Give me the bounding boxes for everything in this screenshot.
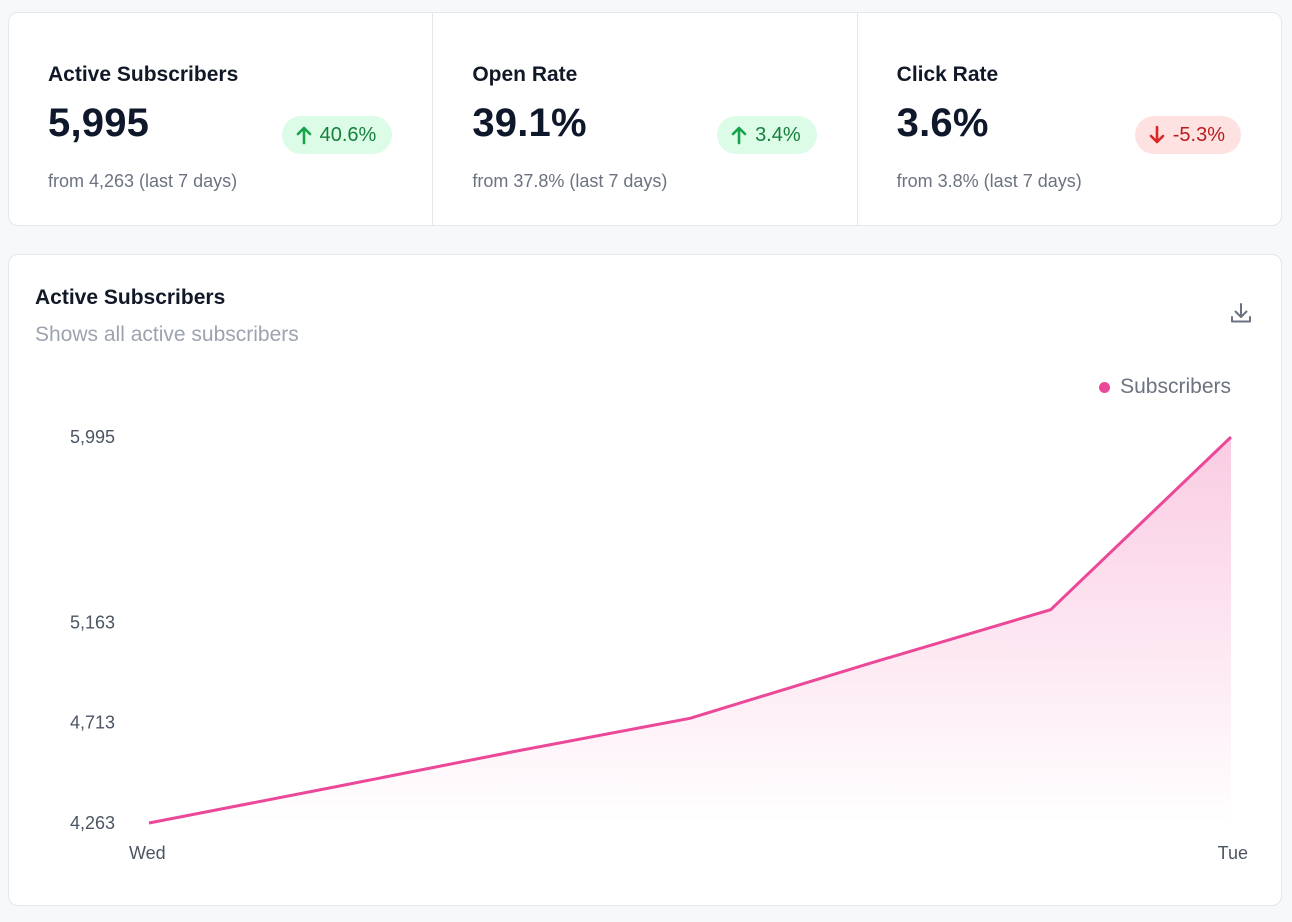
chart-title: Active Subscribers [35, 286, 226, 309]
arrow-up-icon [731, 126, 747, 145]
stat-comparison: from 3.8% (last 7 days) [896, 171, 1082, 191]
arrow-down-icon [1149, 125, 1165, 144]
stat-value: 39.1% [472, 101, 587, 145]
change-badge: 3.4% [717, 116, 817, 154]
chart-legend: Subscribers [1099, 375, 1231, 399]
change-badge: -5.3% [1134, 116, 1241, 154]
stat-comparison: from 4,263 (last 7 days) [48, 171, 238, 191]
chart-subtitle: Shows all active subscribers [35, 323, 299, 346]
chart-card: 4,263 4,713 5,163 5,995 Wed Tue Active Subscr… [8, 254, 1282, 906]
stat-label: Active Subscribers [48, 63, 239, 86]
download-button[interactable] [1227, 299, 1255, 327]
y-tick-label: 4,263 [70, 813, 115, 833]
stat-card-active-subscribers: Active Subscribers 5,995 40.6% from 4,26… [9, 13, 434, 225]
y-tick-label: 4,713 [70, 713, 115, 733]
legend-dot [1099, 381, 1111, 393]
change-badge: 40.6% [281, 116, 393, 154]
change-value: -5.3% [1172, 123, 1225, 146]
change-value: 40.6% [319, 123, 377, 146]
legend-label: Subscribers [1120, 375, 1231, 398]
arrow-up-icon [296, 126, 311, 145]
stat-card-open-rate: Open Rate 39.1% 3.4% from 37.8% (last 7 … [433, 13, 858, 225]
subscribers-area-chart: 4,263 4,713 5,163 5,995 Wed Tue [70, 427, 1248, 863]
stat-value: 5,995 [48, 101, 150, 145]
stat-value: 3.6% [896, 101, 989, 145]
stats-row: Active Subscribers 5,995 40.6% from 4,26… [8, 12, 1282, 226]
series-line-subscribers [148, 435, 1233, 825]
series-area-subscribers [149, 437, 1231, 823]
change-value: 3.4% [755, 123, 801, 146]
download-icon [1231, 303, 1251, 323]
stat-comparison: from 37.8% (last 7 days) [472, 171, 668, 191]
y-tick-label: 5,995 [70, 427, 115, 447]
stat-card-click-rate: Click Rate 3.6% -5.3% from 3.8% (last 7 … [858, 13, 1281, 225]
stat-label: Open Rate [472, 63, 578, 86]
y-tick-label: 5,163 [70, 612, 115, 632]
x-tick-label: Wed [129, 843, 166, 863]
stat-label: Click Rate [896, 63, 999, 86]
x-tick-label: Tue [1218, 843, 1248, 863]
